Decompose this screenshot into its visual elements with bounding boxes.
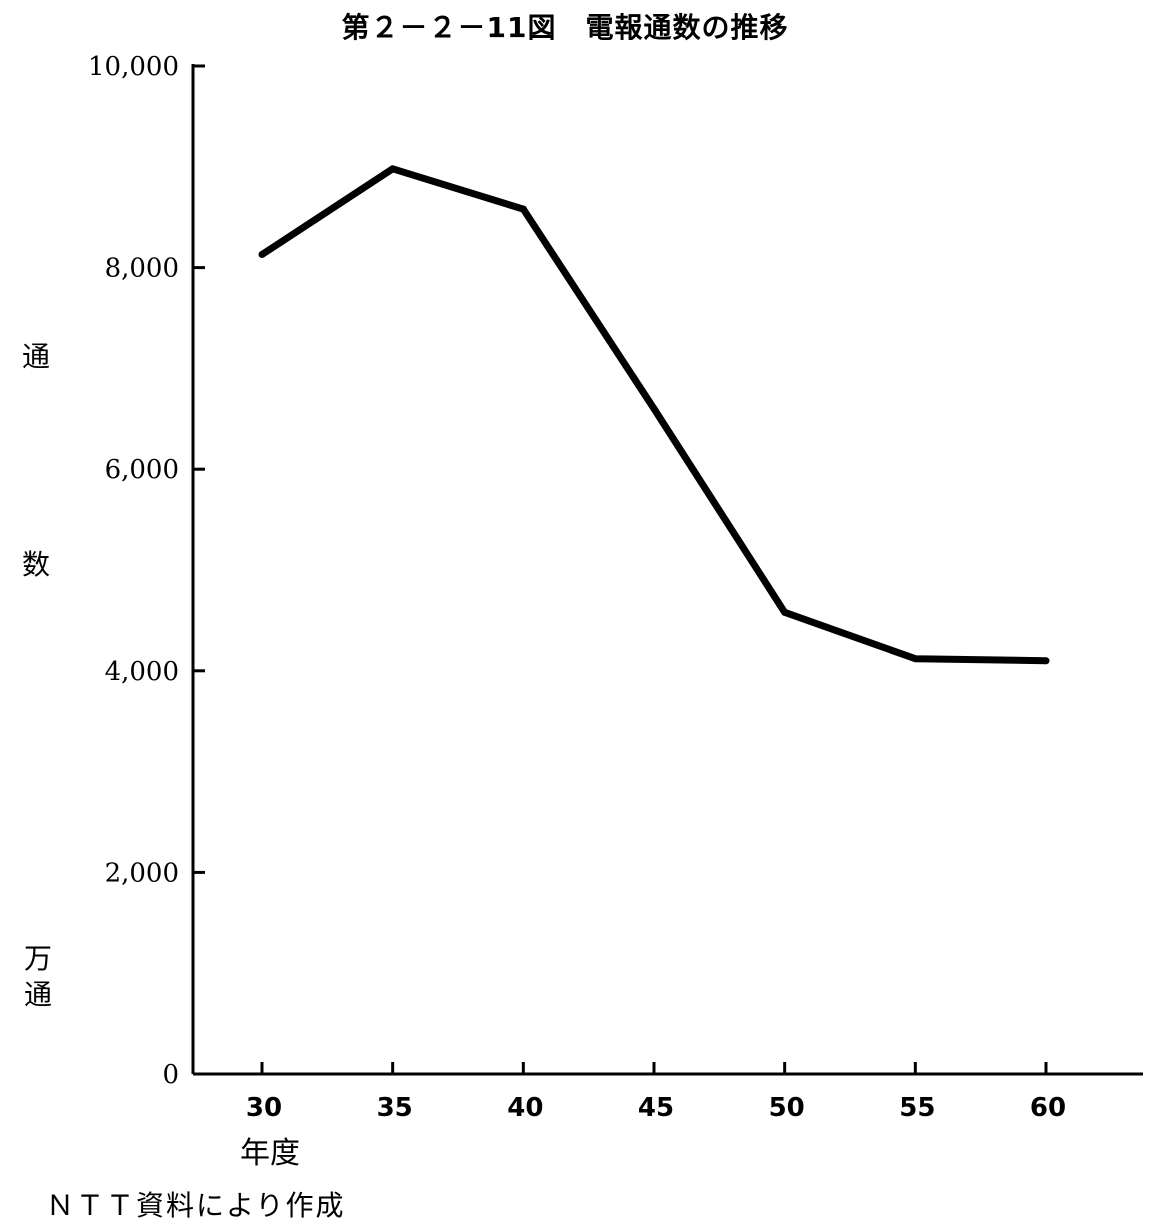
source-note: ＮＴＴ資料により作成 <box>46 1189 346 1222</box>
x-tick-label: 30 <box>246 1093 282 1123</box>
x-axis-label: 年度 <box>240 1136 300 1171</box>
data-point <box>1042 657 1050 665</box>
y-axis-label-char-2: 数 <box>22 548 51 581</box>
y-tick-label: 2,000 <box>105 858 179 888</box>
x-ticks: 30 35 40 45 50 55 60 <box>246 1062 1066 1123</box>
data-point <box>389 165 397 173</box>
x-tick-label: 45 <box>638 1093 674 1123</box>
data-point <box>911 655 919 663</box>
y-tick-label: 10,000 <box>88 52 179 82</box>
y-tick-label: 8,000 <box>105 254 179 284</box>
x-tick-label: 35 <box>377 1093 413 1123</box>
y-tick-label: 6,000 <box>105 455 179 485</box>
x-tick-label: 60 <box>1030 1093 1066 1123</box>
y-tick-label: 4,000 <box>105 657 179 687</box>
y-tick-label: 0 <box>162 1060 179 1090</box>
x-tick-label: 55 <box>899 1093 935 1123</box>
series-line <box>260 165 1047 665</box>
chart-title: 第２－２－11図 電報通数の推移 <box>341 11 789 44</box>
data-point <box>650 405 658 413</box>
y-unit-label-line-2: 通 <box>24 978 53 1011</box>
x-tick-label: 40 <box>507 1093 543 1123</box>
y-ticks: 0 2,000 4,000 6,000 8,000 10,000 <box>88 52 205 1090</box>
data-points <box>258 165 1050 665</box>
x-tick-label: 50 <box>769 1093 805 1123</box>
y-unit-label-line-1: 万 <box>24 942 53 975</box>
data-point <box>781 608 789 616</box>
data-point <box>519 205 527 213</box>
data-point <box>258 250 266 258</box>
y-axis-label-char-1: 通 <box>22 340 51 373</box>
